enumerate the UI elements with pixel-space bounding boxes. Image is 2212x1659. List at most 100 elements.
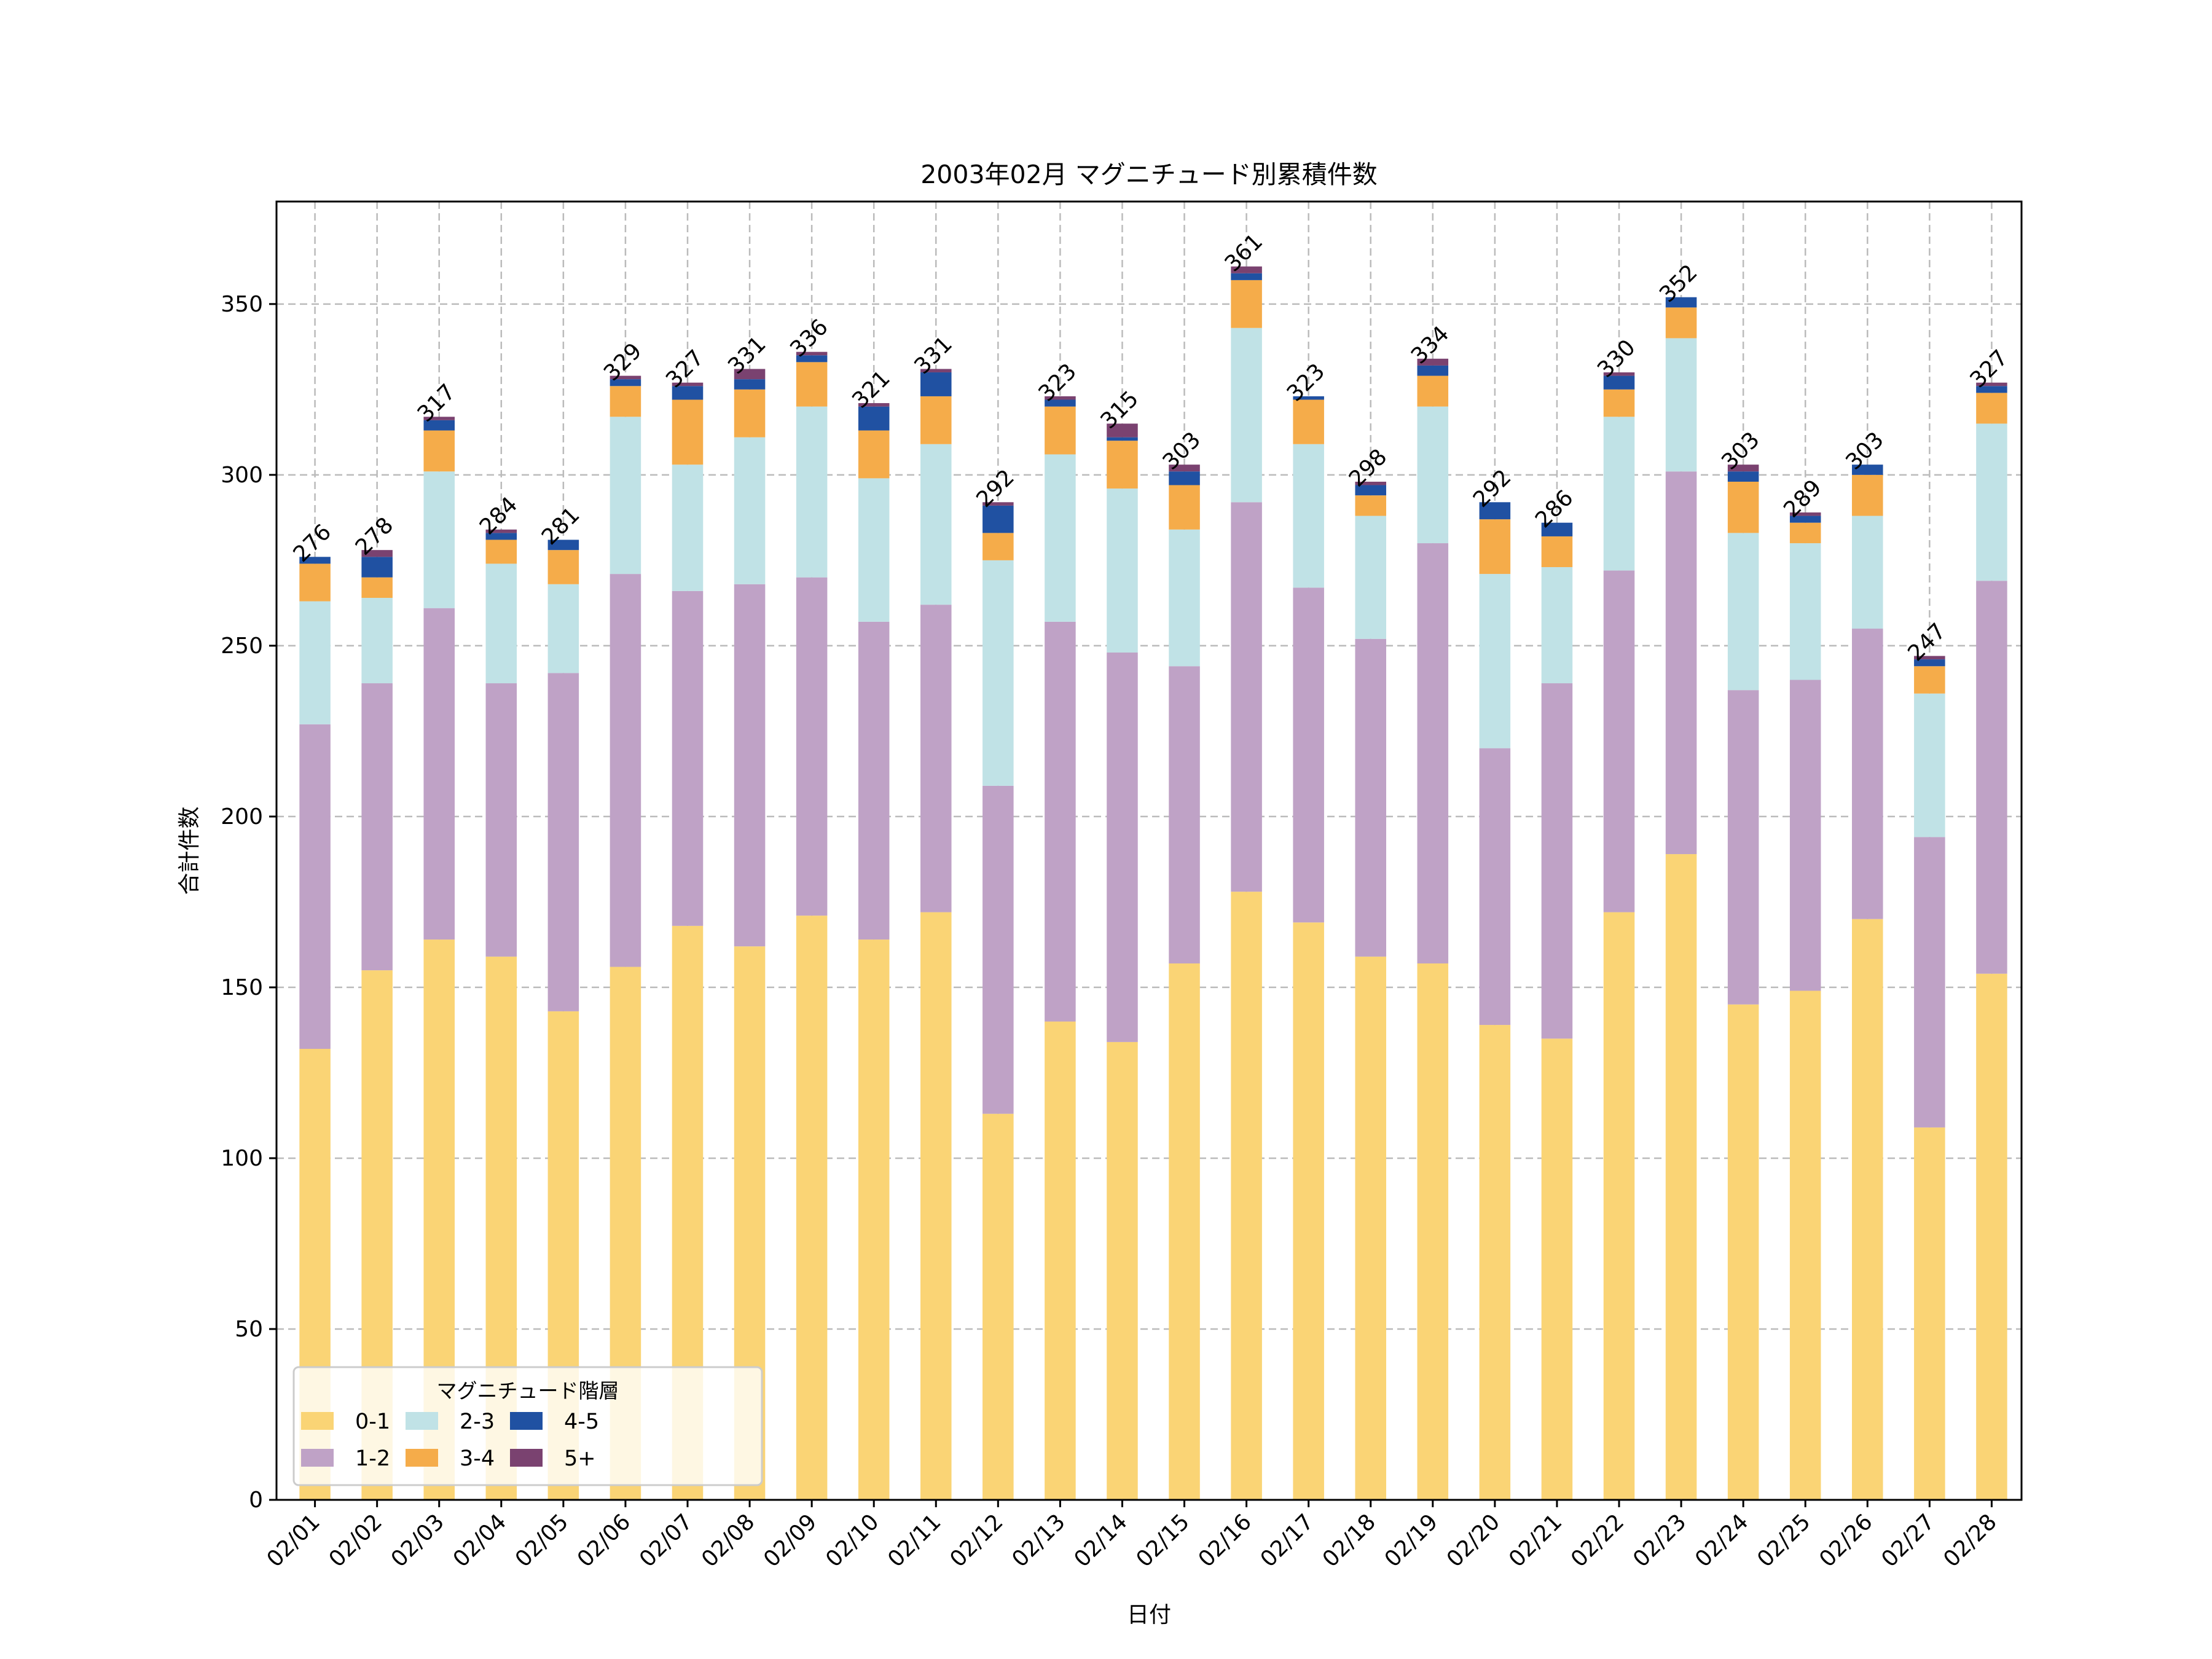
- x-tick-label: 02/10: [821, 1509, 884, 1572]
- bar-segment-2-3: [610, 417, 641, 575]
- y-axis: 0 50 100 150 200 250 300 350: [221, 292, 276, 1513]
- bar-segment-5plus: [1169, 465, 1200, 472]
- bar-segment-4-5: [485, 533, 517, 540]
- bar-segment-0-1: [1665, 854, 1697, 1500]
- x-tick-label: 02/03: [386, 1509, 449, 1572]
- x-tick-label: 02/19: [1380, 1509, 1443, 1572]
- bar-segment-2-3: [1852, 516, 1883, 629]
- bar-segment-1-2: [1107, 652, 1138, 1042]
- bar-segment-1-2: [1603, 570, 1635, 912]
- bar-segment-4-5: [734, 379, 766, 390]
- bar-segment-2-3: [1914, 693, 1945, 837]
- x-tick-label: 02/22: [1566, 1509, 1629, 1572]
- bar-segment-1-2: [1045, 621, 1076, 1022]
- legend-swatch: [301, 1449, 334, 1467]
- bar-segment-3-4: [920, 396, 952, 444]
- x-tick-label: 02/27: [1877, 1509, 1939, 1572]
- bar-segment-3-4: [547, 550, 579, 584]
- x-tick-label: 02/14: [1069, 1509, 1132, 1572]
- x-tick-label: 02/04: [449, 1509, 511, 1572]
- bar-segment-3-4: [299, 563, 331, 602]
- x-tick-label: 02/26: [1814, 1509, 1877, 1572]
- bar-segment-1-2: [299, 724, 331, 1049]
- x-tick-label: 02/07: [635, 1509, 697, 1572]
- bar-segment-0-1: [1107, 1041, 1138, 1500]
- bar-segment-5plus: [734, 369, 766, 380]
- bar-segment-2-3: [1231, 327, 1262, 503]
- bar-segment-1-2: [1293, 587, 1324, 923]
- bar-segment-4-5: [1169, 471, 1200, 485]
- bar-segment-0-1: [796, 916, 828, 1500]
- bar-segment-5plus: [361, 550, 393, 557]
- y-tick-label: 200: [221, 804, 263, 830]
- bar-segment-2-3: [1603, 417, 1635, 571]
- bar-segment-5plus: [1789, 512, 1821, 516]
- bar-segment-1-2: [1479, 748, 1511, 1026]
- y-tick-label: 300: [221, 463, 263, 488]
- bar-segment-1-2: [1727, 690, 1759, 1005]
- x-axis-label: 日付: [1127, 1602, 1171, 1628]
- bar-segment-2-3: [361, 598, 393, 684]
- x-tick-label: 02/08: [697, 1509, 759, 1572]
- bars: [299, 266, 2007, 1500]
- bar-segment-3-4: [1231, 280, 1262, 328]
- bar-segment-0-1: [1045, 1021, 1076, 1500]
- bar-segment-3-4: [1417, 375, 1449, 407]
- bar-segment-3-4: [1045, 406, 1076, 455]
- x-tick-label: 02/11: [883, 1509, 946, 1572]
- bar-segment-1-2: [1231, 502, 1262, 892]
- bar-segment-0-1: [1727, 1004, 1759, 1500]
- bar-segment-2-3: [1107, 488, 1138, 653]
- x-tick-label: 02/24: [1690, 1509, 1753, 1572]
- x-tick-label: 02/12: [945, 1509, 1008, 1572]
- bar-segment-4-5: [1479, 502, 1511, 520]
- bar-segment-2-3: [1976, 423, 2007, 581]
- bar-segment-3-4: [361, 577, 393, 598]
- bar-segment-2-3: [1293, 444, 1324, 588]
- bar-segment-1-2: [1169, 666, 1200, 963]
- bar-segment-2-3: [734, 437, 766, 584]
- x-tick-label: 02/13: [1007, 1509, 1070, 1572]
- y-tick-label: 150: [221, 975, 263, 1000]
- bar-segment-0-1: [1914, 1127, 1945, 1500]
- x-tick-label: 02/18: [1318, 1509, 1381, 1572]
- bar-segment-2-3: [547, 584, 579, 673]
- y-tick-label: 0: [249, 1488, 263, 1513]
- bar-segment-3-4: [1169, 485, 1200, 530]
- legend-label: 2-3: [460, 1410, 495, 1434]
- bar-segment-0-1: [1603, 912, 1635, 1500]
- bar-segment-4-5: [423, 420, 455, 431]
- bar-segment-1-2: [1665, 471, 1697, 855]
- bar-segment-0-1: [920, 912, 952, 1500]
- x-tick-label: 02/20: [1442, 1509, 1505, 1572]
- legend-item: 2-3: [406, 1410, 495, 1434]
- bar-segment-4-5: [1976, 386, 2007, 393]
- bar-segment-3-4: [1852, 474, 1883, 516]
- bar-segment-5plus: [1727, 465, 1759, 472]
- bar-segment-0-1: [1417, 963, 1449, 1500]
- bar-segment-0-1: [1355, 956, 1387, 1500]
- bar-segment-1-2: [982, 785, 1014, 1114]
- y-tick-label: 50: [235, 1317, 263, 1342]
- legend-item: 1-2: [301, 1446, 390, 1471]
- bar-segment-5plus: [1417, 358, 1449, 366]
- bar-segment-1-2: [1789, 680, 1821, 991]
- bar-segment-4-5: [920, 372, 952, 396]
- bar-segment-5plus: [1355, 481, 1387, 485]
- bar-segment-4-5: [1107, 437, 1138, 441]
- bar-segment-4-5: [299, 557, 331, 564]
- bar-segment-2-3: [1169, 529, 1200, 667]
- bar-segment-1-2: [1541, 683, 1573, 1039]
- bar-segment-5plus: [672, 382, 704, 386]
- bar-segment-2-3: [1789, 543, 1821, 680]
- bar-segment-2-3: [920, 444, 952, 605]
- bar-segment-4-5: [547, 539, 579, 551]
- bar-segment-1-2: [1976, 581, 2007, 974]
- bar-segment-1-2: [423, 608, 455, 940]
- bar-segment-4-5: [1541, 522, 1573, 536]
- legend-label: 5+: [564, 1446, 596, 1471]
- bar-segment-4-5: [1914, 659, 1945, 667]
- bar-segment-1-2: [1417, 543, 1449, 963]
- bar-segment-3-4: [423, 430, 455, 472]
- bar-segment-2-3: [858, 478, 890, 622]
